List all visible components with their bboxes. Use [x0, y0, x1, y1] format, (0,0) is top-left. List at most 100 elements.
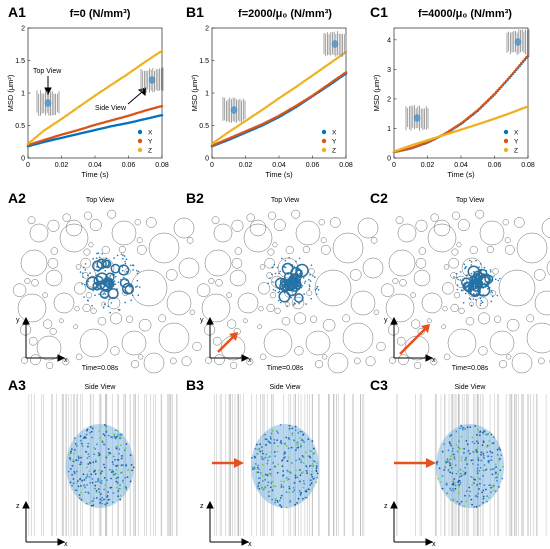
cell-point [466, 463, 468, 466]
cell-point [491, 468, 494, 471]
cell-point [265, 438, 268, 441]
cell-point [108, 288, 110, 290]
fiber-cross-section [90, 307, 97, 314]
cell-point [499, 277, 501, 280]
cell-point [256, 448, 259, 451]
cell-point [96, 266, 98, 268]
fiber-cross-section [82, 303, 91, 312]
cell-point [441, 474, 444, 477]
fiber-cross-section [121, 330, 147, 356]
annot-arrows [44, 76, 147, 105]
cell-point [279, 270, 281, 273]
cell-point [464, 466, 467, 469]
fiber-cross-section [82, 272, 89, 279]
cell-point [273, 451, 276, 453]
cell-point [117, 495, 119, 498]
cell-point [115, 486, 118, 489]
cell-point [135, 286, 137, 288]
data-point [36, 134, 40, 137]
cell-point [137, 294, 140, 297]
cell-point [116, 458, 119, 461]
fiber-cross-section [526, 314, 535, 323]
fiber-cross-section [27, 216, 36, 225]
cell-contact [287, 278, 301, 292]
cell-point [469, 490, 472, 493]
cell-point [456, 288, 459, 291]
cell-point [121, 471, 124, 474]
cell-contact [121, 282, 134, 295]
cell-point [119, 444, 122, 447]
fiber-cross-section [514, 217, 525, 228]
fiber-cross-section [45, 269, 63, 287]
cell-point [106, 283, 108, 286]
cell-point [473, 506, 476, 508]
cell-point [123, 449, 126, 452]
fiber-cross-section [411, 319, 421, 329]
cell-point [85, 433, 88, 436]
top-view-title-a2: Top View [86, 197, 115, 204]
cell-point [94, 286, 96, 289]
cell-point [472, 294, 475, 297]
cell-point [479, 279, 482, 282]
cell-point [265, 443, 268, 446]
cell-point [477, 457, 480, 459]
cell-point [107, 305, 110, 308]
cell-point [497, 473, 499, 476]
cell-point [463, 447, 466, 450]
cell-point [254, 447, 257, 450]
fiber-cross-section [506, 354, 512, 360]
cell-point [445, 482, 448, 485]
cell-point [114, 275, 117, 278]
cell-point [69, 452, 72, 454]
fiber-cross-section [74, 282, 87, 295]
fiber-cross-section [214, 354, 225, 366]
fiber-cross-section [12, 283, 27, 297]
cell-point [312, 460, 315, 462]
fiber-cross-section [259, 353, 267, 361]
fiber-cross-section [269, 292, 276, 299]
fiber-cross-section [306, 290, 313, 296]
legend-entry: Z [332, 147, 336, 154]
cell-point [87, 442, 90, 445]
cell-point [253, 466, 256, 469]
fiber-cross-section [458, 307, 465, 314]
cell-point [307, 455, 309, 457]
cell-point [496, 448, 499, 451]
fiber-cross-section [267, 248, 275, 256]
cell-point [120, 464, 123, 467]
cell-point [136, 279, 139, 282]
fiber-cross-section [204, 249, 232, 277]
legend-entry: Z [514, 147, 518, 154]
cell-point [274, 501, 276, 504]
data-point [459, 122, 463, 125]
cell-point [482, 495, 485, 498]
fiber-cross-section [475, 296, 489, 310]
cell-point [313, 477, 316, 480]
cell-point [291, 284, 293, 286]
cell-point [446, 492, 449, 495]
cell-point [451, 483, 454, 486]
cell-point [269, 277, 271, 280]
cell-point [285, 506, 288, 509]
cell-point [300, 276, 302, 279]
cell-point [441, 487, 444, 490]
cell-point [94, 458, 97, 461]
cell-point [481, 301, 484, 304]
cell-point [482, 497, 485, 500]
cell-point [464, 292, 467, 295]
panel-label-b2: B2 [186, 190, 204, 206]
x-tick-label: 0.06 [122, 162, 136, 169]
cell-body [514, 38, 522, 46]
cell-point [259, 484, 262, 487]
cell-point [301, 455, 304, 457]
cell-point [309, 479, 312, 482]
cell-point [487, 461, 490, 464]
fiber-cross-section [418, 247, 427, 255]
cell-thumbnail [222, 97, 246, 123]
cell-point [125, 258, 128, 261]
data-point [40, 131, 43, 135]
fiber-cross-section [237, 292, 259, 314]
cell-body [148, 76, 156, 84]
cell-point [316, 472, 319, 475]
cell-point [117, 308, 120, 311]
